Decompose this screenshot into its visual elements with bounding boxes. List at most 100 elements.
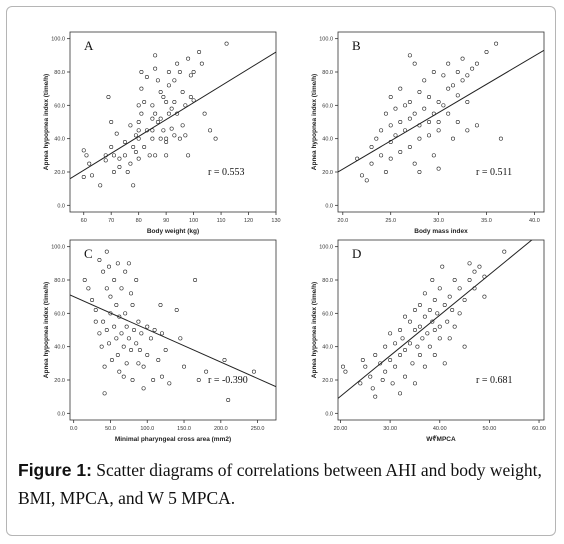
- data-point: [145, 353, 150, 358]
- x-tick-label: 40.0: [529, 218, 540, 224]
- data-point: [388, 358, 393, 363]
- data-point: [104, 328, 109, 333]
- data-point: [156, 358, 161, 363]
- data-point: [374, 136, 379, 141]
- scatter-panel-b: 0.0 20.0 40.0 60.0 80.0 100.0 20.0 25.0 30.0 35.0…: [311, 31, 545, 235]
- data-point: [98, 183, 103, 188]
- x-tick-label: 25.0: [385, 218, 396, 224]
- data-point: [136, 120, 141, 125]
- data-point: [150, 116, 155, 121]
- x-tick-label: 150.0: [177, 426, 191, 432]
- data-point: [109, 145, 114, 150]
- data-point: [358, 381, 363, 386]
- data-point: [117, 314, 122, 319]
- data-point: [403, 374, 408, 379]
- data-point: [441, 103, 446, 108]
- scatter-panel-c: 0.0 20.0 40.0 60.0 80.0 100.0 0.0 50.0 100.0 150.…: [43, 239, 277, 443]
- data-point: [137, 348, 142, 353]
- data-point: [106, 341, 111, 346]
- data-point: [432, 298, 437, 303]
- data-point: [393, 364, 398, 369]
- data-point: [121, 344, 126, 349]
- data-point: [407, 116, 412, 121]
- data-point: [106, 264, 111, 269]
- data-point: [129, 291, 134, 296]
- x-axis-label: Body weight (kg): [147, 228, 199, 235]
- data-point: [412, 61, 417, 66]
- data-point: [445, 319, 450, 324]
- data-point: [136, 156, 141, 161]
- data-point: [158, 116, 163, 121]
- data-point: [436, 128, 441, 133]
- y-tick-label: 20.0: [54, 170, 65, 176]
- data-point: [407, 100, 412, 105]
- data-point: [470, 66, 475, 71]
- data-point: [474, 123, 479, 128]
- data-point: [393, 133, 398, 138]
- data-point: [148, 336, 153, 341]
- data-point: [446, 111, 451, 116]
- data-point: [175, 111, 180, 116]
- data-point: [114, 336, 119, 341]
- data-point: [502, 249, 507, 254]
- data-point: [407, 145, 412, 150]
- y-tick-label: 20.0: [322, 170, 333, 176]
- y-tick-label: 100.0: [51, 37, 65, 43]
- data-point: [102, 364, 107, 369]
- data-point: [186, 153, 191, 158]
- y-axis-label: Apnea hypopnea index (time/h): [311, 74, 318, 170]
- data-point: [359, 173, 364, 178]
- data-point: [134, 277, 139, 282]
- data-point: [427, 308, 432, 313]
- data-point: [450, 83, 455, 88]
- data-point: [101, 269, 106, 274]
- data-point: [360, 358, 365, 363]
- correlation-annotation: r = 0.553: [208, 167, 244, 178]
- data-point: [153, 153, 158, 158]
- data-point: [417, 90, 422, 95]
- data-point: [388, 140, 393, 145]
- data-point: [109, 358, 114, 363]
- y-tick-label: 80.0: [54, 70, 65, 76]
- data-point: [417, 123, 422, 128]
- data-point: [340, 364, 345, 369]
- y-axis-label: Apnea hypopnea index (time/h): [43, 74, 50, 170]
- data-point: [427, 344, 432, 349]
- y-tick-label: 60.0: [322, 311, 333, 317]
- data-point: [202, 111, 207, 116]
- data-point: [104, 249, 109, 254]
- figure-frame: [6, 6, 556, 536]
- data-point: [124, 361, 129, 366]
- data-point: [465, 128, 470, 133]
- data-point: [115, 261, 120, 266]
- data-point: [457, 311, 462, 316]
- data-point: [477, 264, 482, 269]
- data-point: [460, 78, 465, 83]
- data-point: [427, 95, 432, 100]
- data-point: [364, 178, 369, 183]
- scatter-panel-a: 0.0 20.0 40.0 60.0 80.0 100.0 60 70 80 90 100 110 12…: [43, 31, 281, 235]
- data-point: [141, 386, 146, 391]
- data-point: [108, 311, 113, 316]
- plot-area: [69, 239, 277, 421]
- data-point: [455, 93, 460, 98]
- data-point: [159, 374, 164, 379]
- figure-caption: Figure 1: Scatter diagrams of correlatio…: [18, 456, 544, 512]
- data-point: [208, 128, 213, 133]
- data-point: [383, 369, 388, 374]
- fit-line: [338, 240, 533, 399]
- data-point: [437, 286, 442, 291]
- data-point: [102, 391, 107, 396]
- data-point: [369, 145, 374, 150]
- data-point: [450, 308, 455, 313]
- data-point: [442, 303, 447, 308]
- data-point: [427, 120, 432, 125]
- data-point: [199, 61, 204, 66]
- data-point: [355, 156, 360, 161]
- data-point: [403, 314, 408, 319]
- data-point: [442, 361, 447, 366]
- y-tick-label: 40.0: [322, 137, 333, 143]
- data-point: [213, 136, 218, 141]
- data-point: [425, 331, 430, 336]
- data-point: [417, 324, 422, 329]
